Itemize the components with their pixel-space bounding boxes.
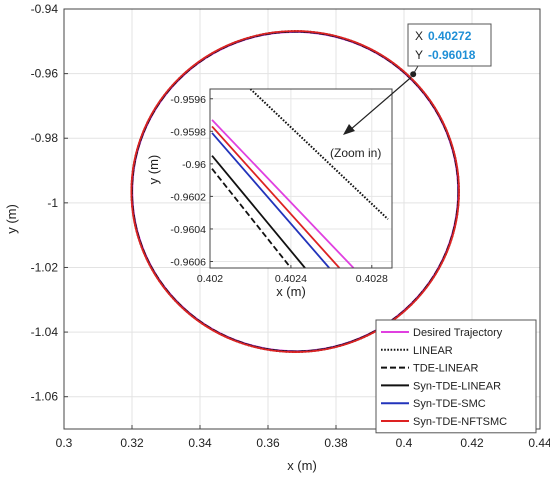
inset-y-ticks: -0.9596 -0.9598 -0.96 -0.9602 -0.9604 -0.9606 [170,94,213,268]
legend-box [375,319,537,434]
trajectory-circles [130,30,460,353]
data-tip-y-label: Y [415,48,423,62]
legend-item: TDE-LINEAR [381,363,478,375]
data-tip-y-value: -0.96018 [428,48,476,62]
legend-item: Desired Trajectory [381,327,503,339]
legend-label: Syn-TDE-SMC [413,398,486,410]
legend-item: Syn-TDE-SMC [381,398,486,410]
inset-plot-area [210,89,392,268]
y-tick-label: -1.02 [31,260,59,274]
inset-y-axis-label: y (m) [146,155,161,185]
inset-y-tick-label: -0.96 [182,159,206,171]
inset-lines [211,88,389,269]
legend-label: LINEAR [413,345,453,357]
inset-zoom-plot: 0.402 0.4024 0.4028 -0.9596-0.9598-0.96-0.… [146,88,393,299]
inset-line-desired-trajectory [211,119,355,269]
x-tick-label: 0.42 [460,436,484,450]
inset-y-tick-label: -0.9596 [170,94,206,106]
x-ticks: 0.3 0.32 0.34 0.36 0.38 0.4 0.42 0.44 [56,425,550,450]
y-tick-label: -0.94 [31,2,59,16]
inset-line-syn-tde-nftsmc [211,125,341,269]
y-axis-label: y (m) [4,204,19,234]
inset-line-syn-tde-linear [211,155,306,269]
inset-x-axis-label: x (m) [276,284,306,299]
series-circle-syn-tde-nftsmc [130,30,460,353]
inset-x-tick-label: 0.402 [197,273,223,285]
x-axis-label: x (m) [287,458,317,473]
y-tick-label: -1.06 [31,390,59,404]
y-tick-label: -0.98 [31,131,59,145]
inset-y-tick-label: -0.9598 [170,126,206,138]
inset-x-ticks: 0.402 0.4024 0.4028 [197,265,388,285]
x-tick-label: 0.4 [396,436,413,450]
legend-label: Syn-TDE-NFTSMC [413,416,507,428]
y-tick-label: -1 [47,196,58,210]
legend-label: Desired Trajectory [413,327,503,339]
x-tick-label: 0.34 [188,436,212,450]
zoom-in-label: (Zoom in) [330,146,381,160]
x-tick-label: 0.44 [528,436,550,450]
legend-label: Syn-TDE-LINEAR [413,380,501,392]
x-tick-label: 0.3 [56,436,73,450]
inset-frame [209,88,393,269]
legend: Desired Trajectory LINEAR TDE-LINEAR Syn-TD… [375,319,537,434]
inset-line-syn-tde-smc [211,132,330,269]
legend-item: LINEAR [381,345,453,357]
inset-y-tick-label: -0.9604 [170,224,206,236]
inset-x-tick-label: 0.4024 [275,273,307,285]
legend-item: Syn-TDE-LINEAR [381,380,501,392]
data-tip-x-value: 0.40272 [428,29,472,43]
inset-y-tick-label: -0.9606 [170,256,206,268]
x-tick-label: 0.36 [256,436,280,450]
zoom-annotation: (Zoom in) [330,76,412,160]
legend-label: TDE-LINEAR [413,363,478,375]
y-tick-label: -0.96 [31,67,59,81]
y-ticks: -0.94 -0.96 -0.98 -1 -1.02 -1.04 -1.06 [31,2,68,404]
inset-x-tick-label: 0.4028 [356,273,388,285]
data-tip-box [407,23,492,67]
x-tick-label: 0.38 [324,436,348,450]
y-tick-label: -1.04 [31,325,59,339]
plot-frame [63,8,541,430]
inset-y-tick-label: -0.9602 [170,191,206,203]
inset-line-linear [249,88,389,220]
legend-item: Syn-TDE-NFTSMC [381,416,507,428]
zoom-arrow-head [343,124,355,135]
data-tip-x-label: X [415,29,423,43]
data-tip-marker [410,71,417,78]
zoom-arrow [349,76,412,131]
inset-line-tde-linear [211,168,292,269]
data-tip[interactable]: X 0.40272 Y -0.96018 [407,23,492,78]
x-tick-label: 0.32 [120,436,144,450]
